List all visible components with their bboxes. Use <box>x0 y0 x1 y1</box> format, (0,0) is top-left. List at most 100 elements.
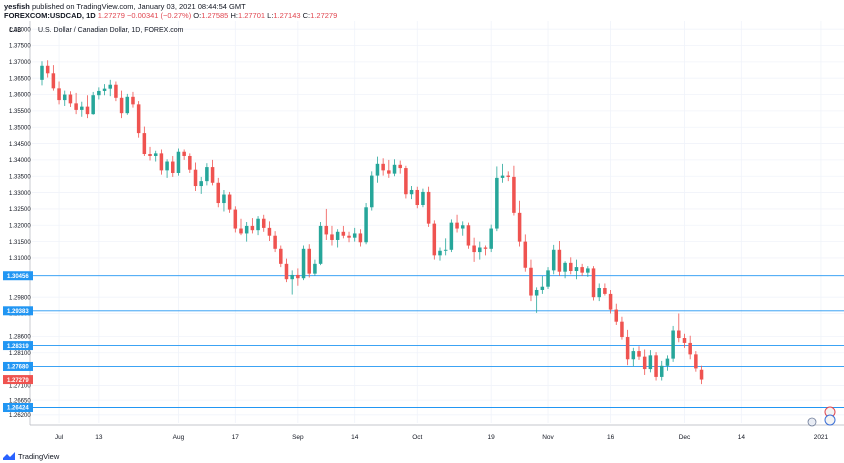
candle <box>114 81 118 102</box>
candle <box>148 146 152 161</box>
x-tick-label: 13 <box>95 434 103 441</box>
symbol-info: FOREXCOM:USDCAD, 1D 1.27279 −0.00341 (−0… <box>4 11 337 20</box>
event-icon[interactable] <box>807 417 817 427</box>
candle <box>176 148 181 176</box>
candle-body <box>57 88 61 101</box>
candle-body <box>597 288 601 298</box>
candle-body <box>421 191 425 206</box>
candle <box>455 214 459 233</box>
x-tick-label: Aug <box>173 434 185 441</box>
price-label-box <box>3 341 33 351</box>
candle <box>165 159 169 178</box>
candle-body <box>125 96 130 114</box>
y-tick-label: 1.37500 <box>9 44 31 50</box>
y-tick-label: 1.28600 <box>9 335 31 341</box>
candle <box>466 222 471 249</box>
candle-body <box>665 358 670 366</box>
candle <box>273 231 277 253</box>
candle-body <box>91 95 95 115</box>
candle-body <box>335 231 340 240</box>
candle-body <box>114 84 118 98</box>
candle <box>591 266 596 301</box>
candle-body <box>438 250 442 256</box>
last-price-box <box>3 375 33 385</box>
candle-body <box>466 225 471 246</box>
candle-body <box>569 262 573 272</box>
candle <box>500 163 505 183</box>
candle-body <box>625 337 630 360</box>
candle <box>352 227 357 242</box>
candle <box>290 270 294 295</box>
candle <box>631 347 636 367</box>
horizontal-lines <box>32 275 844 408</box>
chart-frame[interactable]: 1.38000 1.37500 1.37000 1.36500 1.36000 1.355… <box>0 21 844 451</box>
candle-body <box>688 342 692 355</box>
candle <box>398 160 402 174</box>
candle <box>335 229 340 248</box>
candle-body <box>261 218 266 228</box>
candle-body <box>51 73 56 89</box>
tradingview-logo-icon <box>3 452 15 460</box>
price-line-label: 1.26424 <box>7 406 29 412</box>
candle <box>51 65 56 91</box>
candle <box>40 61 44 86</box>
candle-body <box>165 161 169 171</box>
candle <box>569 257 573 275</box>
y-tick-label: 1.35500 <box>9 109 31 115</box>
candle <box>529 259 533 302</box>
time-axis[interactable]: Jul 13 Aug 17 Sep 14 Oct 19 Nov 16 Dec 14 2021 <box>55 434 829 441</box>
candle <box>620 316 624 340</box>
candle-body <box>74 103 78 110</box>
candle <box>495 166 499 232</box>
candle <box>603 283 607 296</box>
candle <box>307 244 311 278</box>
y-tick-label: 1.38000 <box>9 27 31 33</box>
publisher-name: yesfish <box>4 2 30 11</box>
y-tick-label: 1.33000 <box>9 191 31 197</box>
candle-body <box>142 133 147 155</box>
candle <box>483 245 488 256</box>
candle <box>648 350 653 373</box>
candle-body <box>227 194 232 210</box>
price-change: −0.00341 (−0.27%) <box>126 11 192 20</box>
candle <box>523 234 528 272</box>
candle-body <box>68 94 73 104</box>
candle <box>415 186 420 209</box>
candle-body <box>648 355 653 370</box>
candle-body <box>506 175 510 177</box>
y-tick-label: 1.31500 <box>9 240 31 246</box>
candlestick-chart[interactable]: 1.38000 1.37500 1.37000 1.36500 1.36000 1.355… <box>0 21 844 451</box>
candle-body <box>557 249 562 272</box>
y-tick-label: 1.27100 <box>9 384 31 390</box>
y-tick-label: 1.26200 <box>9 413 31 419</box>
candle <box>171 155 175 177</box>
candle-body <box>620 321 624 338</box>
candle-body <box>495 177 499 229</box>
chart-title: U.S. Dollar / Canadian Dollar, 1D, FOREX… <box>38 27 184 34</box>
candle-body <box>284 263 289 280</box>
candle <box>671 325 675 362</box>
candle-body <box>85 106 90 115</box>
candle <box>341 225 346 239</box>
candle <box>387 159 391 178</box>
candle-body <box>188 155 192 170</box>
candle <box>489 224 493 253</box>
candle <box>608 289 613 314</box>
candle <box>244 222 249 242</box>
candle <box>227 191 232 213</box>
candle-body <box>301 248 306 279</box>
candle-body <box>591 268 596 298</box>
grid <box>32 21 844 423</box>
candle <box>699 365 704 385</box>
candle <box>551 244 556 275</box>
candle-body <box>409 189 414 195</box>
candle-body <box>267 227 272 236</box>
candle <box>506 171 510 182</box>
candle <box>512 165 516 216</box>
candle-body <box>637 351 641 357</box>
candle-body <box>449 222 454 250</box>
candle-body <box>216 182 221 204</box>
candle-body <box>432 223 437 256</box>
x-tick-label: Jul <box>55 434 64 441</box>
candle <box>438 247 442 261</box>
